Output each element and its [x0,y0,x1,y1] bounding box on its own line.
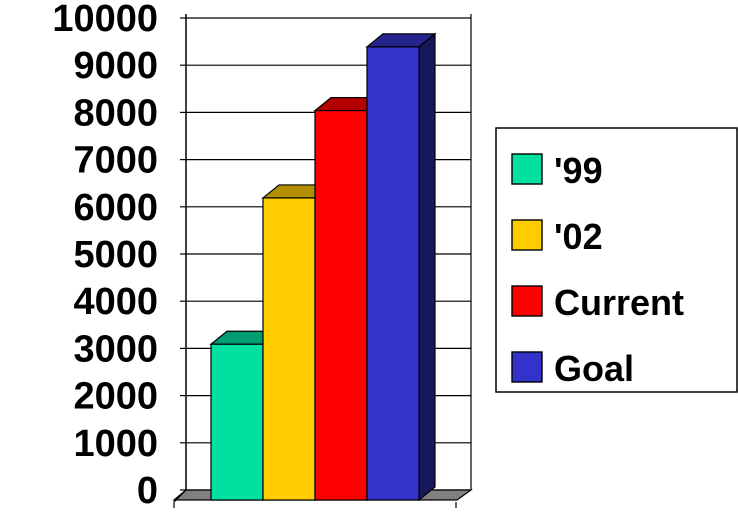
y-tick-label: 0 [137,470,158,512]
y-tick-label: 9000 [73,45,158,87]
bar-side-face [418,32,436,502]
y-tick-label: 5000 [73,234,158,276]
floor-left-edge [173,489,187,503]
bar-front-face [366,46,420,501]
legend-swatch [511,285,543,317]
bar-front-face [314,109,368,501]
y-tick-label: 2000 [73,376,158,418]
legend-item: Goal [511,348,634,389]
bar-front-face [262,197,316,501]
y-tick-label: 6000 [73,187,158,229]
legend-swatch [511,153,543,185]
legend-item: '99 [511,150,603,191]
legend: '99 '02 Current Goal [495,127,738,393]
legend-label: '99 [554,150,603,191]
y-tick-label: 8000 [73,92,158,134]
legend-label: Current [554,282,684,323]
y-tick-label: 7000 [73,140,158,182]
legend-item: Current [511,282,684,323]
legend-label: '02 [554,216,603,257]
legend-item: '02 [511,216,603,257]
bar-goal [365,32,437,502]
y-tick-label: 4000 [73,281,158,323]
legend-label: Goal [554,348,634,389]
y-tick-label: 10000 [52,0,158,40]
bar-front-face [210,343,264,501]
y-tick-label: 1000 [73,423,158,465]
legend-swatch [511,219,543,251]
y-tick-label: 3000 [73,328,158,370]
legend-swatch [511,351,543,383]
